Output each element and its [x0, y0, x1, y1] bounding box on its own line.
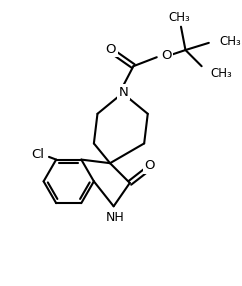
Text: Cl: Cl — [32, 148, 45, 161]
Text: CH₃: CH₃ — [168, 11, 190, 24]
Text: CH₃: CH₃ — [211, 67, 232, 80]
Text: N: N — [119, 86, 129, 99]
Text: O: O — [106, 43, 116, 56]
Text: O: O — [144, 159, 155, 172]
Text: O: O — [161, 49, 172, 62]
Text: CH₃: CH₃ — [219, 35, 241, 47]
Text: NH: NH — [106, 210, 125, 224]
